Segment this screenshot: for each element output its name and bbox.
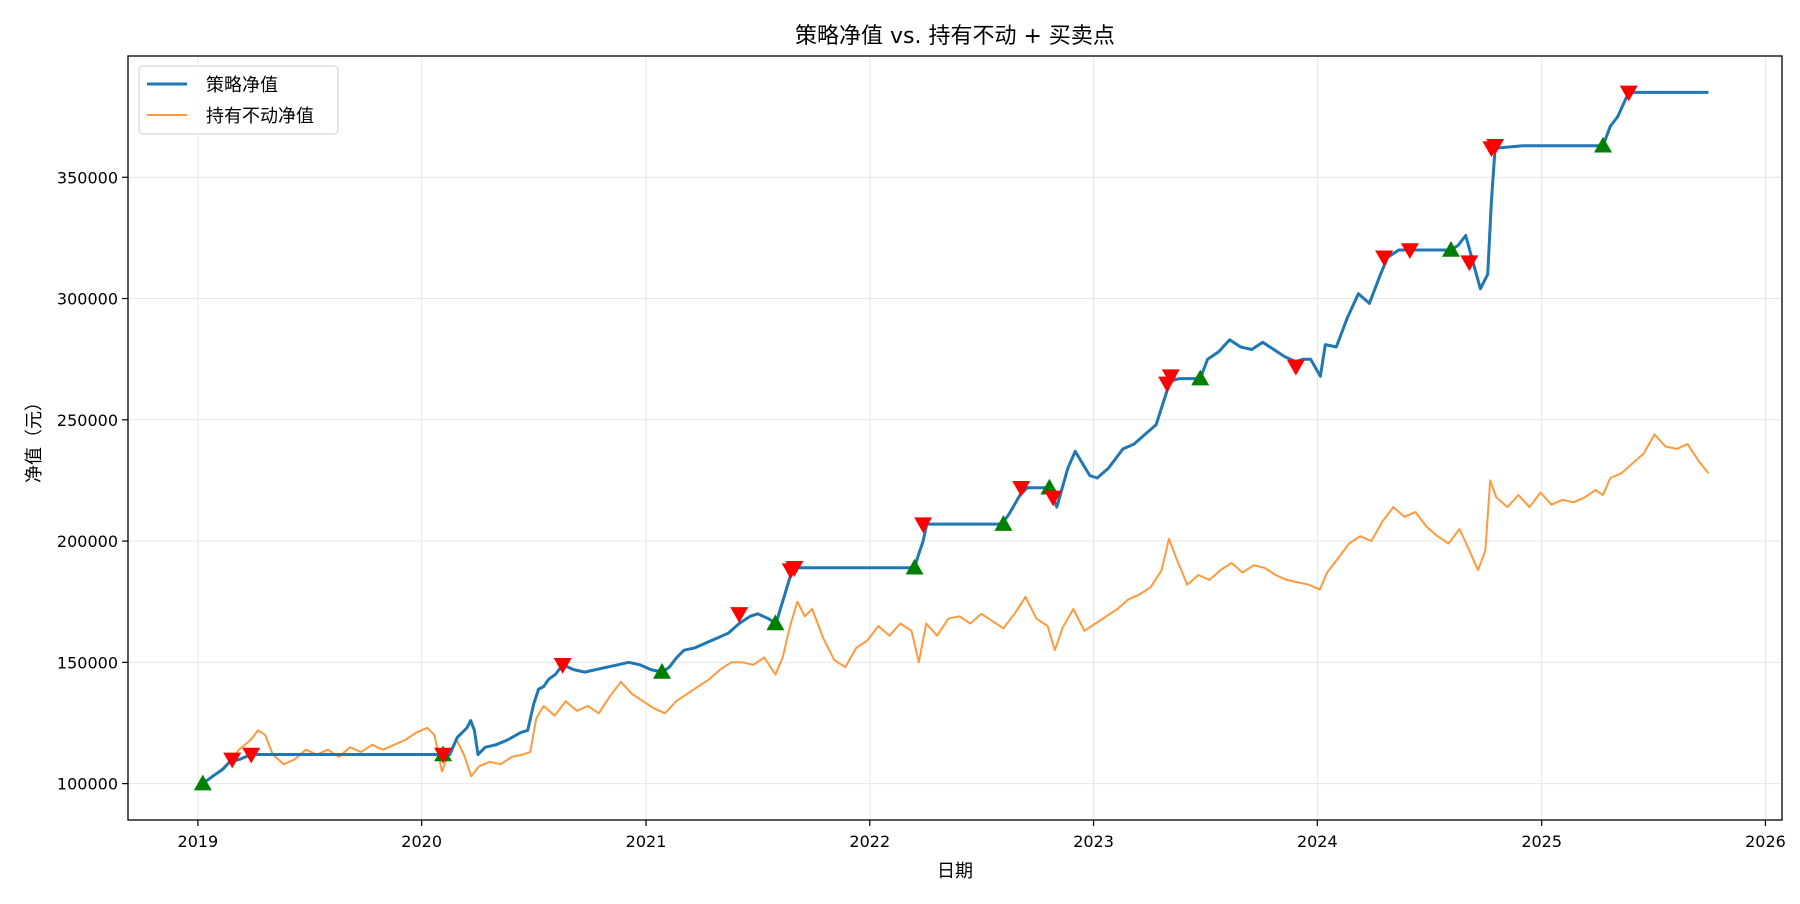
- buy-marker: [766, 614, 785, 631]
- sell-marker: [1375, 250, 1394, 267]
- y-tick-label: 250000: [57, 411, 118, 430]
- x-tick-label: 2026: [1745, 832, 1786, 851]
- x-tick-label: 2019: [178, 832, 219, 851]
- sell-marker: [1460, 255, 1479, 272]
- buy-marker: [905, 558, 924, 575]
- y-tick-label: 350000: [57, 168, 118, 187]
- y-tick-label: 150000: [57, 653, 118, 672]
- x-tick-label: 2022: [849, 832, 890, 851]
- x-tick-label: 2020: [401, 832, 442, 851]
- legend: 策略净值 持有不动净值: [138, 65, 339, 135]
- sell-marker: [1286, 359, 1305, 376]
- sell-marker: [1044, 490, 1063, 507]
- plot-frame: [127, 55, 1783, 821]
- legend-label-strategy: 策略净值: [206, 75, 278, 96]
- buy-marker: [1593, 136, 1612, 153]
- buy-marker: [1441, 241, 1460, 257]
- y-tick-label: 300000: [57, 290, 118, 309]
- sell-marker: [1486, 138, 1505, 155]
- buy-marker: [1040, 478, 1059, 495]
- sell-marker: [1619, 85, 1638, 102]
- sell-marker: [785, 561, 804, 577]
- y-tick-label: 200000: [57, 532, 118, 551]
- buy-marker: [1191, 369, 1210, 386]
- sell-marker: [730, 607, 749, 623]
- sell-marker: [553, 658, 572, 674]
- x-tick-label: 2023: [1073, 832, 1114, 851]
- x-tick-label: 2025: [1521, 832, 1562, 851]
- sell-marker: [1161, 369, 1180, 386]
- sell-marker: [914, 517, 933, 534]
- legend-label-buyhold: 持有不动净值: [206, 106, 314, 127]
- sell-marker: [434, 747, 453, 764]
- y-tick-label: 100000: [57, 775, 118, 794]
- sell-marker: [1012, 480, 1031, 497]
- chart-title: 策略净值 vs. 持有不动 + 买卖点: [795, 24, 1115, 49]
- tick-layer: 2019 2020 2021 2022 2023 2024 2025 2026 100000 15…: [57, 168, 1786, 851]
- grid-layer: [128, 56, 1782, 820]
- legend-box: [138, 65, 339, 135]
- y-axis-title: 净值（元）: [24, 393, 45, 483]
- x-tick-label: 2021: [626, 832, 667, 851]
- buy-marker: [652, 663, 671, 679]
- buy-marker: [193, 774, 212, 791]
- sell-marker: [1400, 243, 1419, 260]
- x-axis-title: 日期: [937, 861, 973, 882]
- buy-marker: [994, 515, 1013, 531]
- sell-marker: [223, 752, 242, 769]
- marker-layer: [193, 85, 1638, 791]
- x-tick-label: 2024: [1297, 832, 1338, 851]
- sell-marker: [242, 747, 261, 764]
